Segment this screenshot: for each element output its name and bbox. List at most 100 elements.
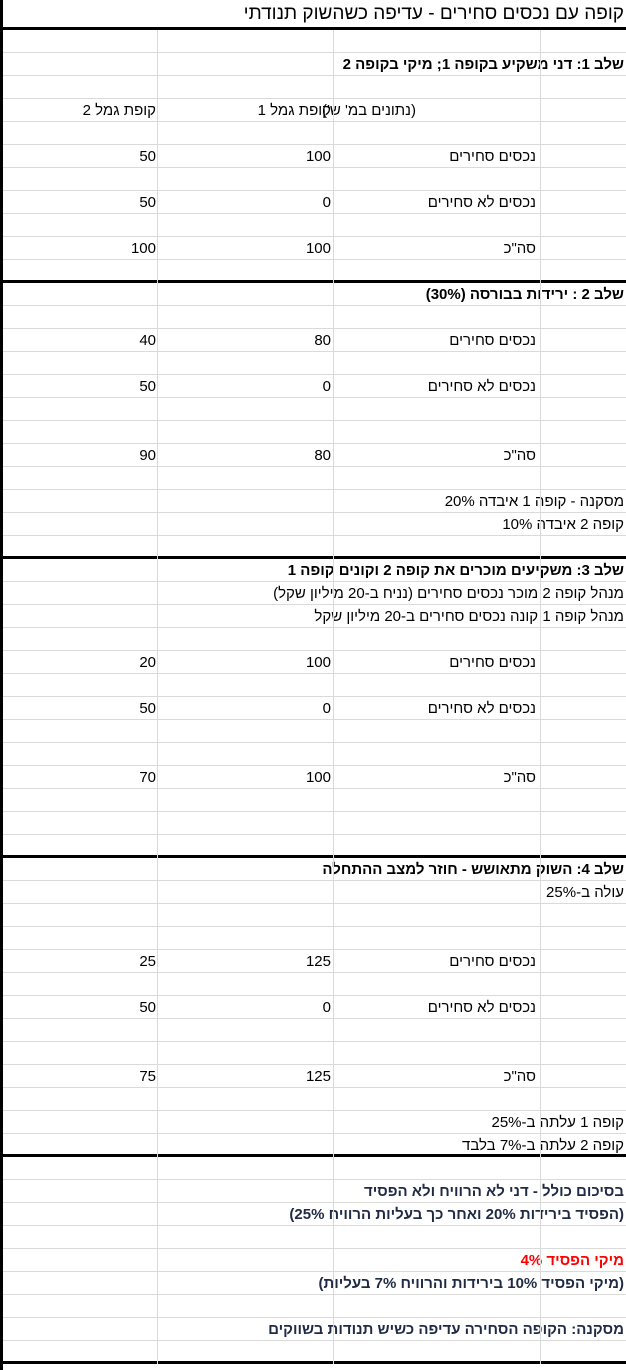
stage-note[interactable]: קופה 1 עלתה ב-25% — [491, 1114, 624, 1131]
sheet-row[interactable] — [3, 122, 626, 145]
sheet-row[interactable] — [3, 1226, 626, 1249]
sheet-row[interactable] — [3, 927, 626, 950]
sheet-row[interactable] — [3, 1341, 626, 1364]
stage-title[interactable]: שלב 3: משקיעים מוכרים את קופה 2 וקונים ק… — [287, 562, 624, 579]
sheet-row[interactable] — [3, 904, 626, 927]
row-label-total[interactable]: סה"כ — [503, 447, 536, 464]
sheet-row[interactable] — [3, 398, 626, 421]
sheet-row[interactable]: נכסים סחירים 80 40 — [3, 329, 626, 352]
fund1-total-value[interactable]: 80 — [314, 447, 331, 464]
sheet-row[interactable] — [3, 214, 626, 237]
sheet-row[interactable]: סה"כ 125 75 — [3, 1065, 626, 1088]
sheet-row[interactable] — [3, 536, 626, 559]
stage-title[interactable]: שלב 1: דני משקיע בקופה 1; מיקי בקופה 2 — [342, 56, 624, 73]
row-label-illiquid[interactable]: נכסים לא סחירים — [427, 999, 536, 1016]
row-label-liquid[interactable]: נכסים סחירים — [449, 654, 536, 671]
fund2-total-value[interactable]: 100 — [130, 240, 156, 257]
stage-note[interactable]: מנהל קופה 2 מוכר נכסים סחירים (נניח ב-20… — [273, 585, 624, 602]
fund1-total-value[interactable]: 125 — [305, 1068, 331, 1085]
sheet-row[interactable]: (הפסיד בירידות 20% ואחר כך בעליות הרוויח… — [3, 1203, 626, 1226]
row-label-liquid[interactable]: נכסים סחירים — [449, 332, 536, 349]
fund1-liquid-value[interactable]: 100 — [305, 148, 331, 165]
row-label-total[interactable]: סה"כ — [503, 240, 536, 257]
units-note[interactable]: (נתונים במ' ש') — [322, 102, 416, 119]
sheet-row[interactable]: שלב 3: משקיעים מוכרים את קופה 2 וקונים ק… — [3, 559, 626, 582]
sheet-row[interactable] — [3, 743, 626, 766]
stage-note[interactable]: קופה 2 עלתה ב-7% בלבד — [462, 1137, 624, 1154]
fund1-liquid-value[interactable]: 125 — [305, 953, 331, 970]
fund1-total-value[interactable]: 100 — [305, 769, 331, 786]
sheet-row[interactable]: נכסים לא סחירים 0 50 — [3, 191, 626, 214]
stage-note[interactable]: עולה ב-25% — [546, 884, 624, 901]
sheet-row[interactable]: בסיכום כולל - דני לא הרוויח ולא הפסיד — [3, 1180, 626, 1203]
sheet-row[interactable] — [3, 1088, 626, 1111]
sheet-row[interactable] — [3, 812, 626, 835]
stage-title[interactable]: שלב 4: השוק מתאושש - חוזר למצב ההתחלה — [322, 861, 624, 878]
stage-note[interactable]: קופה 2 איבדה 10% — [502, 516, 624, 533]
fund2-illiquid-value[interactable]: 50 — [139, 378, 156, 395]
fund2-total-value[interactable]: 70 — [139, 769, 156, 786]
sheet-row[interactable]: (מיקי הפסיד 10% בירידות והרוויח 7% בעליו… — [3, 1272, 626, 1295]
fund1-total-value[interactable]: 100 — [305, 240, 331, 257]
fund2-illiquid-value[interactable]: 50 — [139, 700, 156, 717]
fund2-liquid-value[interactable]: 40 — [139, 332, 156, 349]
stage-note[interactable]: מנהל קופה 1 קונה נכסים סחירים ב-20 מיליו… — [314, 608, 624, 625]
sheet-row[interactable]: נכסים סחירים 125 25 — [3, 950, 626, 973]
sheet-row[interactable] — [3, 467, 626, 490]
sheet-row[interactable] — [3, 789, 626, 812]
sheet-row[interactable]: נכסים סחירים 100 20 — [3, 651, 626, 674]
sheet-row[interactable]: מיקי הפסיד 4% — [3, 1249, 626, 1272]
summary-miki-detail[interactable]: (מיקי הפסיד 10% בירידות והרוויח 7% בעליו… — [318, 1275, 624, 1292]
sheet-row[interactable] — [3, 352, 626, 375]
fund1-liquid-value[interactable]: 80 — [314, 332, 331, 349]
row-label-total[interactable]: סה"כ — [503, 769, 536, 786]
sheet-row[interactable] — [3, 1042, 626, 1065]
sheet-row[interactable]: נכסים סחירים 100 50 — [3, 145, 626, 168]
sheet-row[interactable] — [3, 421, 626, 444]
sheet-row[interactable] — [3, 1019, 626, 1042]
fund2-liquid-value[interactable]: 20 — [139, 654, 156, 671]
summary-dani[interactable]: בסיכום כולל - דני לא הרוויח ולא הפסיד — [363, 1183, 624, 1200]
fund1-illiquid-value[interactable]: 0 — [322, 194, 331, 211]
sheet-row[interactable] — [3, 628, 626, 651]
sheet-row[interactable]: נכסים לא סחירים 0 50 — [3, 996, 626, 1019]
sheet-row[interactable]: נכסים לא סחירים 0 50 — [3, 697, 626, 720]
sheet-row[interactable]: שלב 2 : ירידות בבורסה (30%) — [3, 283, 626, 306]
fund2-liquid-value[interactable]: 50 — [139, 148, 156, 165]
sheet-row[interactable] — [3, 973, 626, 996]
row-label-total[interactable]: סה"כ — [503, 1068, 536, 1085]
column-header-fund1[interactable]: קופת גמל 1 — [257, 102, 331, 119]
fund2-liquid-value[interactable]: 25 — [139, 953, 156, 970]
stage-title[interactable]: שלב 2 : ירידות בבורסה (30%) — [425, 286, 624, 303]
sheet-row[interactable] — [3, 76, 626, 99]
fund1-liquid-value[interactable]: 100 — [305, 654, 331, 671]
summary-conclusion[interactable]: מסקנה: הקופה הסחירה עדיפה כשיש תנודות בש… — [268, 1321, 624, 1338]
fund1-illiquid-value[interactable]: 0 — [322, 999, 331, 1016]
sheet-row[interactable] — [3, 835, 626, 858]
sheet-row[interactable]: נכסים לא סחירים 0 50 — [3, 375, 626, 398]
summary-miki[interactable]: מיקי הפסיד 4% — [520, 1252, 624, 1269]
fund1-illiquid-value[interactable]: 0 — [322, 378, 331, 395]
sheet-row[interactable]: קופה 2 איבדה 10% — [3, 513, 626, 536]
row-label-liquid[interactable]: נכסים סחירים — [449, 148, 536, 165]
row-label-illiquid[interactable]: נכסים לא סחירים — [427, 700, 536, 717]
sheet-row[interactable]: שלב 1: דני משקיע בקופה 1; מיקי בקופה 2 — [3, 53, 626, 76]
sheet-row[interactable]: קופה 1 עלתה ב-25% — [3, 1111, 626, 1134]
sheet-row[interactable]: (נתונים במ' ש') קופת גמל 1 קופת גמל 2 — [3, 99, 626, 122]
row-label-liquid[interactable]: נכסים סחירים — [449, 953, 536, 970]
fund2-total-value[interactable]: 75 — [139, 1068, 156, 1085]
fund2-total-value[interactable]: 90 — [139, 447, 156, 464]
sheet-row[interactable] — [3, 306, 626, 329]
stage-note[interactable]: מסקנה - קופה 1 איבדה 20% — [444, 493, 624, 510]
sheet-row[interactable] — [3, 1157, 626, 1180]
sheet-row[interactable]: סה"כ 100 70 — [3, 766, 626, 789]
sheet-row[interactable] — [3, 30, 626, 53]
sheet-row[interactable] — [3, 720, 626, 743]
fund2-illiquid-value[interactable]: 50 — [139, 194, 156, 211]
row-label-illiquid[interactable]: נכסים לא סחירים — [427, 194, 536, 211]
column-header-fund2[interactable]: קופת גמל 2 — [82, 102, 156, 119]
sheet-row[interactable]: מנהל קופה 2 מוכר נכסים סחירים (נניח ב-20… — [3, 582, 626, 605]
sheet-row[interactable]: סה"כ 100 100 — [3, 237, 626, 260]
sheet-row[interactable]: עולה ב-25% — [3, 881, 626, 904]
sheet-row[interactable] — [3, 674, 626, 697]
